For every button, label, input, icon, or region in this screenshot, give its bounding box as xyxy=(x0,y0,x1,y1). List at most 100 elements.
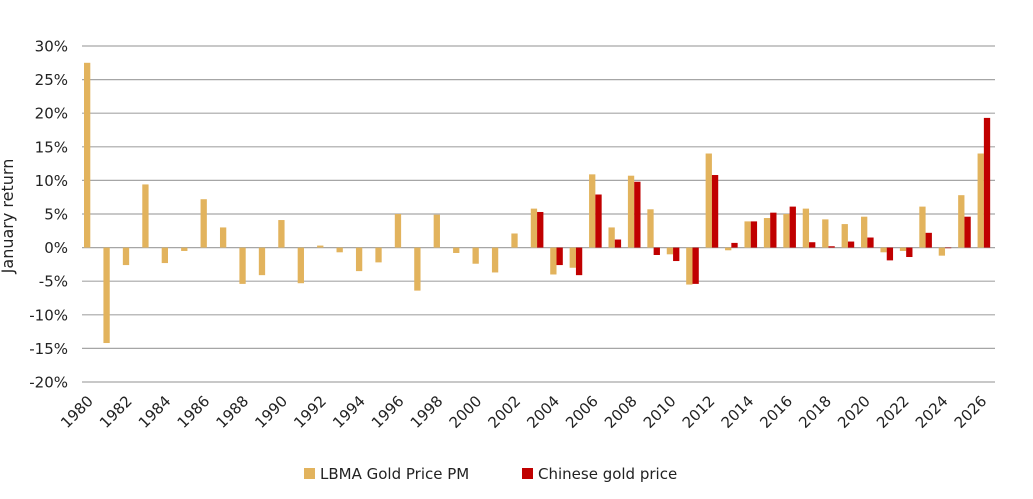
y-tick-label: 0% xyxy=(44,239,68,257)
x-tick-label: 2012 xyxy=(679,392,719,432)
bar-lbma-2026 xyxy=(977,153,984,248)
bar-lbma-2014 xyxy=(744,221,751,248)
bar-lbma-1998 xyxy=(433,214,440,248)
x-tick-label: 1988 xyxy=(213,392,253,432)
bar-lbma-2011 xyxy=(686,247,693,285)
bar-lbma-1989 xyxy=(258,247,266,276)
bar-lbma-2006 xyxy=(589,174,596,248)
bar-lbma-2023 xyxy=(919,206,926,248)
x-axis: 1980 1982 1984 1986 1988 1990 1992 1994 1996 1998… xyxy=(57,392,990,432)
x-tick-label: 2010 xyxy=(640,392,680,432)
bar-lbma-2001 xyxy=(491,247,499,273)
y-tick-label: 25% xyxy=(35,71,68,89)
x-tick-label: 1980 xyxy=(57,392,97,432)
y-axis: -20% -15% -10% -5% 0% 5% 10% 15% 20% 25% 30% xyxy=(29,38,68,392)
x-tick-label: 1984 xyxy=(135,392,175,432)
legend-label-lbma: LBMA Gold Price PM xyxy=(320,465,469,483)
bar-chinese-2024 xyxy=(945,247,952,249)
bar-chinese-2015 xyxy=(770,212,777,248)
bar-chinese-2017 xyxy=(809,242,816,248)
bar-lbma-1983 xyxy=(142,184,149,248)
bar-lbma-2013 xyxy=(725,247,732,251)
bar-chinese-2009 xyxy=(653,247,660,255)
x-tick-label: 1986 xyxy=(174,392,214,432)
bar-chinese-2008 xyxy=(634,181,641,248)
bar-chinese-2020 xyxy=(867,237,874,248)
bar-lbma-2007 xyxy=(608,227,615,248)
bar-lbma-2020 xyxy=(861,216,868,248)
bar-lbma-1982 xyxy=(122,247,130,266)
x-tick-label: 2008 xyxy=(601,392,641,432)
bar-chinese-2022 xyxy=(906,247,913,258)
bar-lbma-1988 xyxy=(239,247,246,284)
bar-chinese-2012 xyxy=(711,175,719,248)
bar-lbma-2012 xyxy=(705,153,712,248)
x-tick-label: 1994 xyxy=(329,392,369,432)
bar-lbma-1999 xyxy=(453,247,460,253)
bar-lbma-2019 xyxy=(841,224,848,248)
bar-chinese-2016 xyxy=(789,206,796,248)
y-axis-label: January return xyxy=(0,159,17,275)
bar-lbma-1993 xyxy=(336,247,343,253)
legend-swatch-lbma xyxy=(304,468,315,479)
bar-chinese-2014 xyxy=(750,221,758,248)
x-tick-label: 2022 xyxy=(873,392,913,432)
bar-lbma-2000 xyxy=(472,247,479,264)
bar-chinese-2004 xyxy=(556,247,563,266)
bar-lbma-2004 xyxy=(550,247,557,275)
bar-lbma-1980 xyxy=(84,62,91,248)
bar-lbma-2009 xyxy=(647,209,654,248)
bar-lbma-1994 xyxy=(355,247,363,272)
bar-chinese-2013 xyxy=(731,242,738,248)
bar-chinese-2019 xyxy=(847,241,855,248)
x-tick-label: 2004 xyxy=(523,392,563,432)
bar-chinese-2005 xyxy=(575,247,583,276)
bar-chinese-2025 xyxy=(964,216,971,248)
bar-lbma-2008 xyxy=(627,175,635,248)
bar-lbma-2018 xyxy=(822,219,829,248)
y-tick-label: -5% xyxy=(39,273,68,291)
x-tick-label: 2024 xyxy=(912,392,952,432)
y-tick-label: -15% xyxy=(29,340,68,358)
y-tick-label: 5% xyxy=(44,206,68,224)
bar-lbma-1981 xyxy=(103,247,110,344)
legend-swatch-chinese xyxy=(522,468,533,479)
bar-chinese-2018 xyxy=(828,246,835,248)
bar-lbma-1996 xyxy=(394,214,402,248)
bar-lbma-1990 xyxy=(278,220,285,248)
x-tick-label: 2026 xyxy=(951,392,991,432)
x-tick-label: 1982 xyxy=(96,392,136,432)
bar-lbma-1986 xyxy=(200,199,207,248)
bar-chinese-2006 xyxy=(595,194,602,248)
y-tick-label: 20% xyxy=(35,105,68,123)
bar-chinese-2010 xyxy=(673,247,680,262)
x-tick-label: 1990 xyxy=(251,392,291,432)
bar-lbma-2005 xyxy=(569,247,576,268)
x-tick-label: 1996 xyxy=(368,392,408,432)
bar-lbma-2010 xyxy=(666,247,674,255)
x-tick-label: 2002 xyxy=(484,392,524,432)
x-tick-label: 2020 xyxy=(834,392,874,432)
bar-lbma-2003 xyxy=(530,208,538,248)
bar-lbma-1997 xyxy=(414,247,421,291)
bar-lbma-2024 xyxy=(938,247,946,256)
bar-lbma-1995 xyxy=(375,247,382,263)
bar-lbma-2022 xyxy=(899,247,907,251)
bar-chinese-2007 xyxy=(614,239,622,248)
x-tick-label: 2016 xyxy=(756,392,796,432)
legend-label-chinese: Chinese gold price xyxy=(538,465,677,483)
x-tick-label: 2000 xyxy=(446,392,486,432)
bar-chinese-2021 xyxy=(886,247,894,261)
x-tick-label: 2006 xyxy=(562,392,602,432)
bar-lbma-1984 xyxy=(161,247,168,264)
y-tick-label: 15% xyxy=(35,138,68,156)
bar-lbma-2025 xyxy=(958,195,965,248)
y-tick-label: -10% xyxy=(29,306,68,324)
legend: LBMA Gold Price PM Chinese gold price xyxy=(304,465,677,483)
y-tick-label: 30% xyxy=(35,38,68,56)
x-tick-label: 2014 xyxy=(718,392,758,432)
x-tick-label: 1992 xyxy=(290,392,330,432)
bar-lbma-1985 xyxy=(181,247,188,251)
bar-lbma-2015 xyxy=(763,218,771,248)
